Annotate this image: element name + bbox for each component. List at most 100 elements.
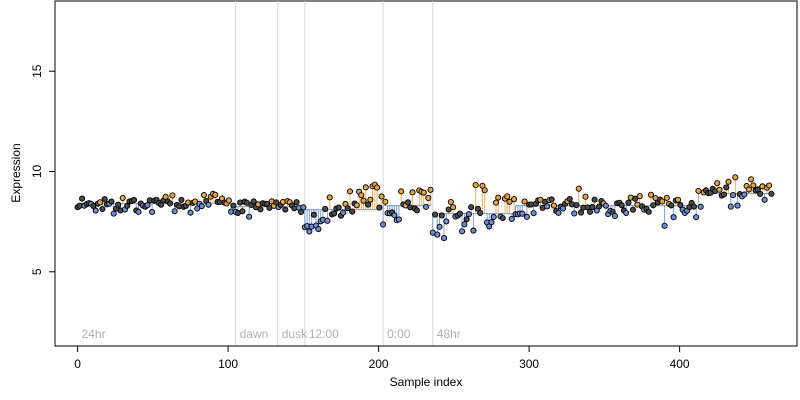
data-point xyxy=(225,197,232,204)
data-point xyxy=(273,199,280,206)
data-point xyxy=(178,196,185,203)
data-point xyxy=(650,202,657,209)
data-point xyxy=(300,204,307,211)
data-point xyxy=(544,203,551,210)
data-point xyxy=(422,203,430,210)
data-point xyxy=(720,191,728,198)
data-point xyxy=(481,187,488,194)
data-point xyxy=(577,209,585,216)
data-point xyxy=(335,204,342,211)
data-point xyxy=(571,210,578,217)
data-point xyxy=(632,195,639,202)
x-tick-label: 400 xyxy=(670,357,690,371)
data-point xyxy=(523,213,530,220)
data-point xyxy=(695,187,702,194)
data-point xyxy=(382,198,389,205)
data-point xyxy=(293,199,300,206)
data-point xyxy=(427,186,434,193)
data-point xyxy=(636,193,643,200)
data-point xyxy=(353,202,360,209)
data-point xyxy=(677,201,684,209)
data-point xyxy=(555,209,562,216)
data-point xyxy=(589,204,596,211)
data-point xyxy=(488,219,495,226)
x-tick-label: 0 xyxy=(74,357,81,371)
data-point xyxy=(647,191,655,198)
data-point xyxy=(306,228,313,235)
data-point xyxy=(750,182,757,189)
data-point xyxy=(425,194,432,201)
data-point xyxy=(727,203,734,210)
data-point xyxy=(611,212,618,220)
data-point xyxy=(340,209,347,216)
data-point xyxy=(559,205,567,212)
data-point xyxy=(101,196,108,203)
data-point xyxy=(438,212,445,219)
x-tick-label: 300 xyxy=(519,357,539,371)
annotation-lines xyxy=(235,1,434,346)
data-point xyxy=(766,182,773,189)
data-point xyxy=(97,199,104,206)
data-point xyxy=(530,210,537,217)
annotation-label: 12:00 xyxy=(309,327,339,341)
data-point xyxy=(629,206,636,213)
data-point xyxy=(171,208,178,215)
data-point xyxy=(108,198,115,205)
data-point xyxy=(169,192,176,199)
y-tick-label: 10 xyxy=(30,165,44,179)
data-point xyxy=(734,202,741,209)
data-point xyxy=(725,178,732,185)
data-point xyxy=(675,196,682,203)
data-point xyxy=(79,195,86,202)
data-point xyxy=(661,222,668,229)
data-point xyxy=(413,207,421,214)
annotation-label: 0:00 xyxy=(387,327,411,341)
data-point xyxy=(729,192,737,199)
data-point xyxy=(200,191,208,199)
annotation-label: dusk xyxy=(282,327,308,341)
data-point xyxy=(573,202,580,209)
data-point xyxy=(115,201,122,208)
data-point xyxy=(521,198,528,205)
data-point xyxy=(310,211,317,218)
data-point xyxy=(741,191,748,198)
data-point xyxy=(548,196,555,203)
data-point xyxy=(745,186,752,193)
data-point xyxy=(477,209,484,217)
data-point xyxy=(459,228,466,235)
plot-frame xyxy=(54,0,798,347)
data-point xyxy=(582,193,589,200)
y-tick-label: 5 xyxy=(30,268,44,275)
data-point xyxy=(135,208,142,215)
data-point xyxy=(326,194,333,201)
data-point xyxy=(508,215,515,222)
data-point xyxy=(315,226,322,233)
data-point xyxy=(447,198,454,206)
data-point xyxy=(506,198,513,205)
data-point xyxy=(344,205,351,212)
data-point xyxy=(748,176,755,183)
data-point xyxy=(463,216,470,223)
data-point xyxy=(575,185,582,192)
data-point xyxy=(358,192,365,199)
data-point xyxy=(670,214,677,221)
y-tick-label: 15 xyxy=(30,64,44,78)
data-point xyxy=(212,191,219,198)
data-point xyxy=(625,199,632,206)
annotation-label: 48hr xyxy=(437,327,461,341)
data-point xyxy=(349,208,356,215)
data-point xyxy=(298,208,305,216)
data-point xyxy=(374,184,381,191)
data-point xyxy=(239,208,246,215)
data-point xyxy=(119,194,126,202)
y-axis-title: Expression xyxy=(9,143,23,202)
data-point xyxy=(602,202,609,209)
data-point xyxy=(130,196,138,204)
data-point xyxy=(714,180,721,187)
data-point xyxy=(723,184,730,191)
data-points xyxy=(74,174,775,242)
data-point xyxy=(663,194,670,201)
data-point xyxy=(504,193,511,200)
data-point xyxy=(587,208,594,215)
